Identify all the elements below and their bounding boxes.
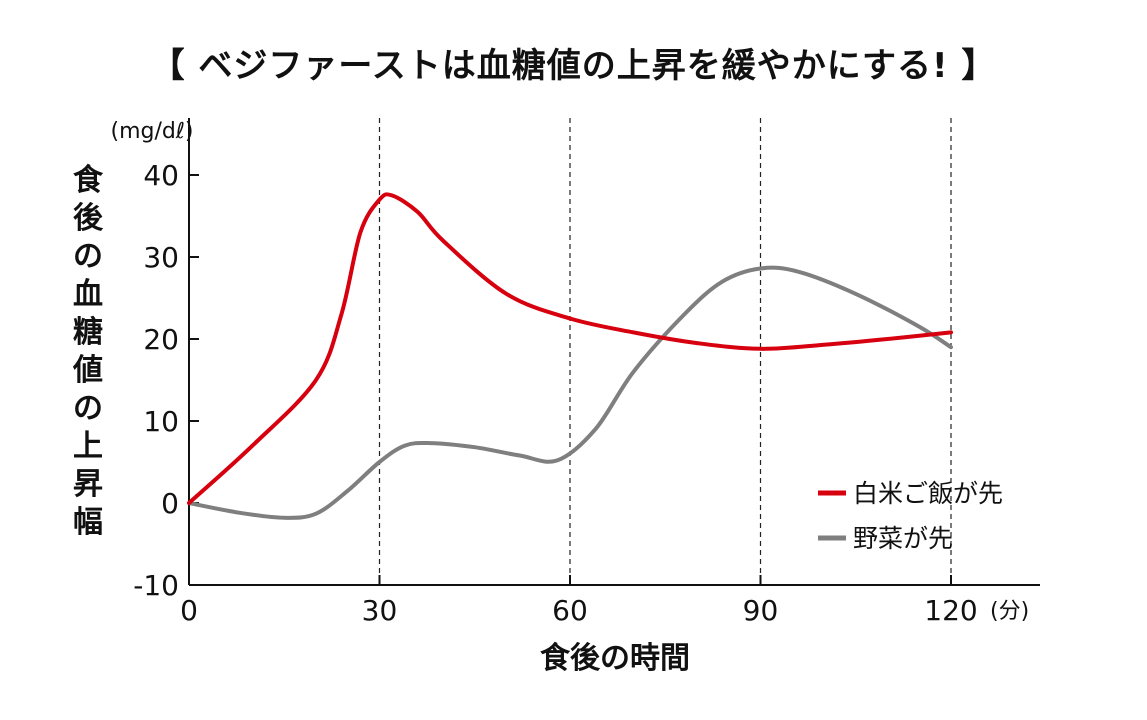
x-tick-label: 30 bbox=[362, 594, 398, 627]
y-tick-label: -10 bbox=[133, 569, 179, 602]
x-tick-label: 120 bbox=[924, 594, 977, 627]
x-axis-title: 食後の時間 bbox=[540, 641, 690, 676]
y-tick-label: 30 bbox=[143, 241, 179, 274]
x-unit-label: (分) bbox=[990, 599, 1029, 624]
x-tick-label: 60 bbox=[552, 594, 588, 627]
x-tick-label: 0 bbox=[180, 594, 198, 627]
y-tick-label: 10 bbox=[143, 405, 179, 438]
axis-layer bbox=[188, 118, 1040, 586]
y-axis-title: 食後の血糖値の上昇幅 bbox=[72, 163, 104, 540]
y-unit-label: (mg/dℓ) bbox=[110, 119, 193, 144]
series-line-1 bbox=[187, 192, 953, 505]
y-tick-label: 40 bbox=[143, 159, 179, 192]
grid-layer bbox=[378, 118, 952, 585]
chart-title: 【 ベジファーストは血糖値の上昇を緩やかにする! 】 bbox=[150, 46, 997, 86]
x-tick-label: 90 bbox=[743, 594, 779, 627]
series-line-2 bbox=[187, 265, 953, 520]
y-tick-label: 0 bbox=[161, 487, 179, 520]
legend-label-2: 野菜が先 bbox=[853, 524, 953, 553]
y-tick-label: 20 bbox=[143, 323, 179, 356]
series-layer bbox=[187, 192, 953, 520]
legend-label-1: 白米ご飯が先 bbox=[853, 479, 1003, 508]
